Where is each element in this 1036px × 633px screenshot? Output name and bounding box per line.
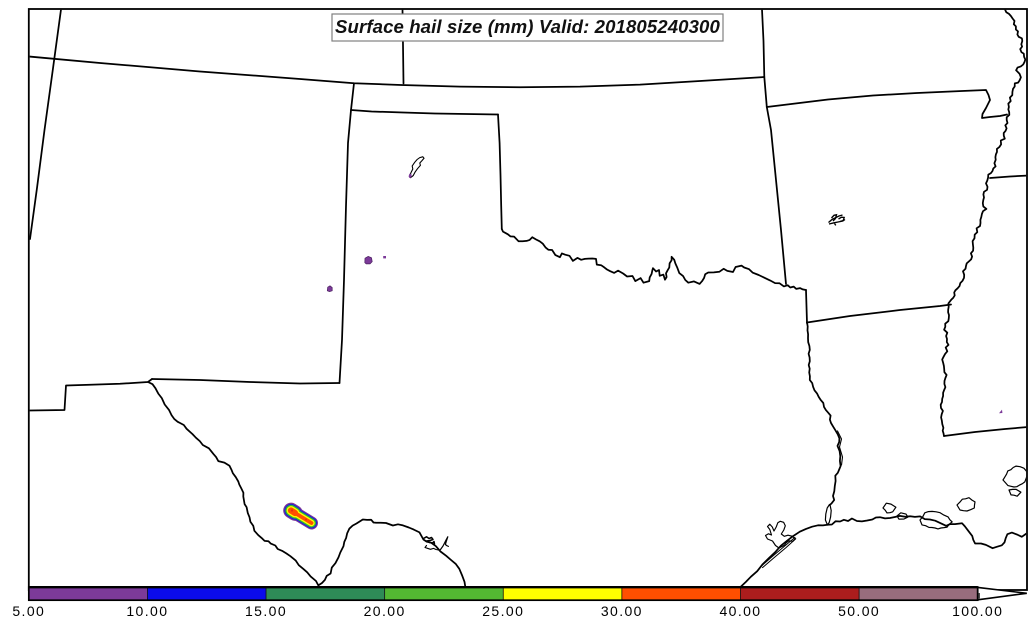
svg-text:20.00: 20.00	[364, 603, 406, 619]
svg-text:30.00: 30.00	[601, 603, 643, 619]
svg-text:100.00: 100.00	[952, 603, 1003, 619]
svg-text:15.00: 15.00	[245, 603, 287, 619]
svg-text:5.00: 5.00	[12, 603, 45, 619]
svg-text:50.00: 50.00	[838, 603, 880, 619]
svg-text:25.00: 25.00	[482, 603, 524, 619]
svg-text:40.00: 40.00	[719, 603, 761, 619]
svg-text:Surface hail size (mm) Valid:: Surface hail size (mm) Valid: 2018052403…	[335, 16, 720, 37]
svg-text:10.00: 10.00	[126, 603, 168, 619]
